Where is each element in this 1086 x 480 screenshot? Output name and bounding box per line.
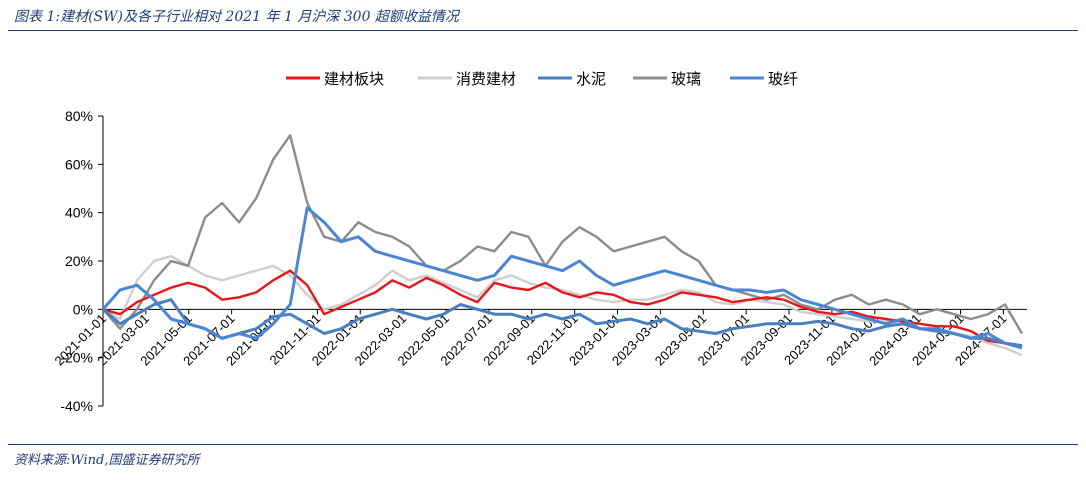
y-tick-label: 60% <box>65 156 93 172</box>
figure-caption: 图表 1:建材(SW)及各子行业相对 2021 年 1 月沪深 300 超额收益… <box>14 9 459 25</box>
series-line-4 <box>101 206 1023 350</box>
series-line-2 <box>102 298 1023 348</box>
caption-divider <box>8 30 1078 31</box>
excess-return-chart: 建材板块 消费建材 水泥 玻璃 玻纤 80% 60% 40% 20% 0% -20% -40% 20… <box>51 70 1027 414</box>
series-line-3 <box>102 134 1024 335</box>
y-tick-label: 20% <box>65 253 93 269</box>
y-tick-label: -20% <box>60 350 93 366</box>
legend-label: 玻纤 <box>768 70 798 88</box>
y-tick-label: 40% <box>65 205 93 221</box>
legend-label: 水泥 <box>576 70 606 88</box>
series-line-0 <box>102 269 1023 347</box>
legend-label: 消费建材 <box>456 70 516 88</box>
y-tick-label: 80% <box>65 108 93 124</box>
source-divider <box>8 444 1078 445</box>
y-axis: 80% 60% 40% 20% 0% -20% -40% <box>60 108 104 414</box>
chart-legend: 建材板块 消费建材 水泥 玻璃 玻纤 <box>286 70 798 88</box>
legend-label: 玻璃 <box>671 70 701 88</box>
legend-label: 建材板块 <box>324 70 384 88</box>
series-line-1 <box>102 254 1023 357</box>
y-tick-label: 0% <box>73 301 93 317</box>
y-tick-label: -40% <box>60 398 93 414</box>
series-layer <box>101 134 1024 357</box>
source-note: 资料来源:Wind,国盛证券研究所 <box>14 453 200 468</box>
